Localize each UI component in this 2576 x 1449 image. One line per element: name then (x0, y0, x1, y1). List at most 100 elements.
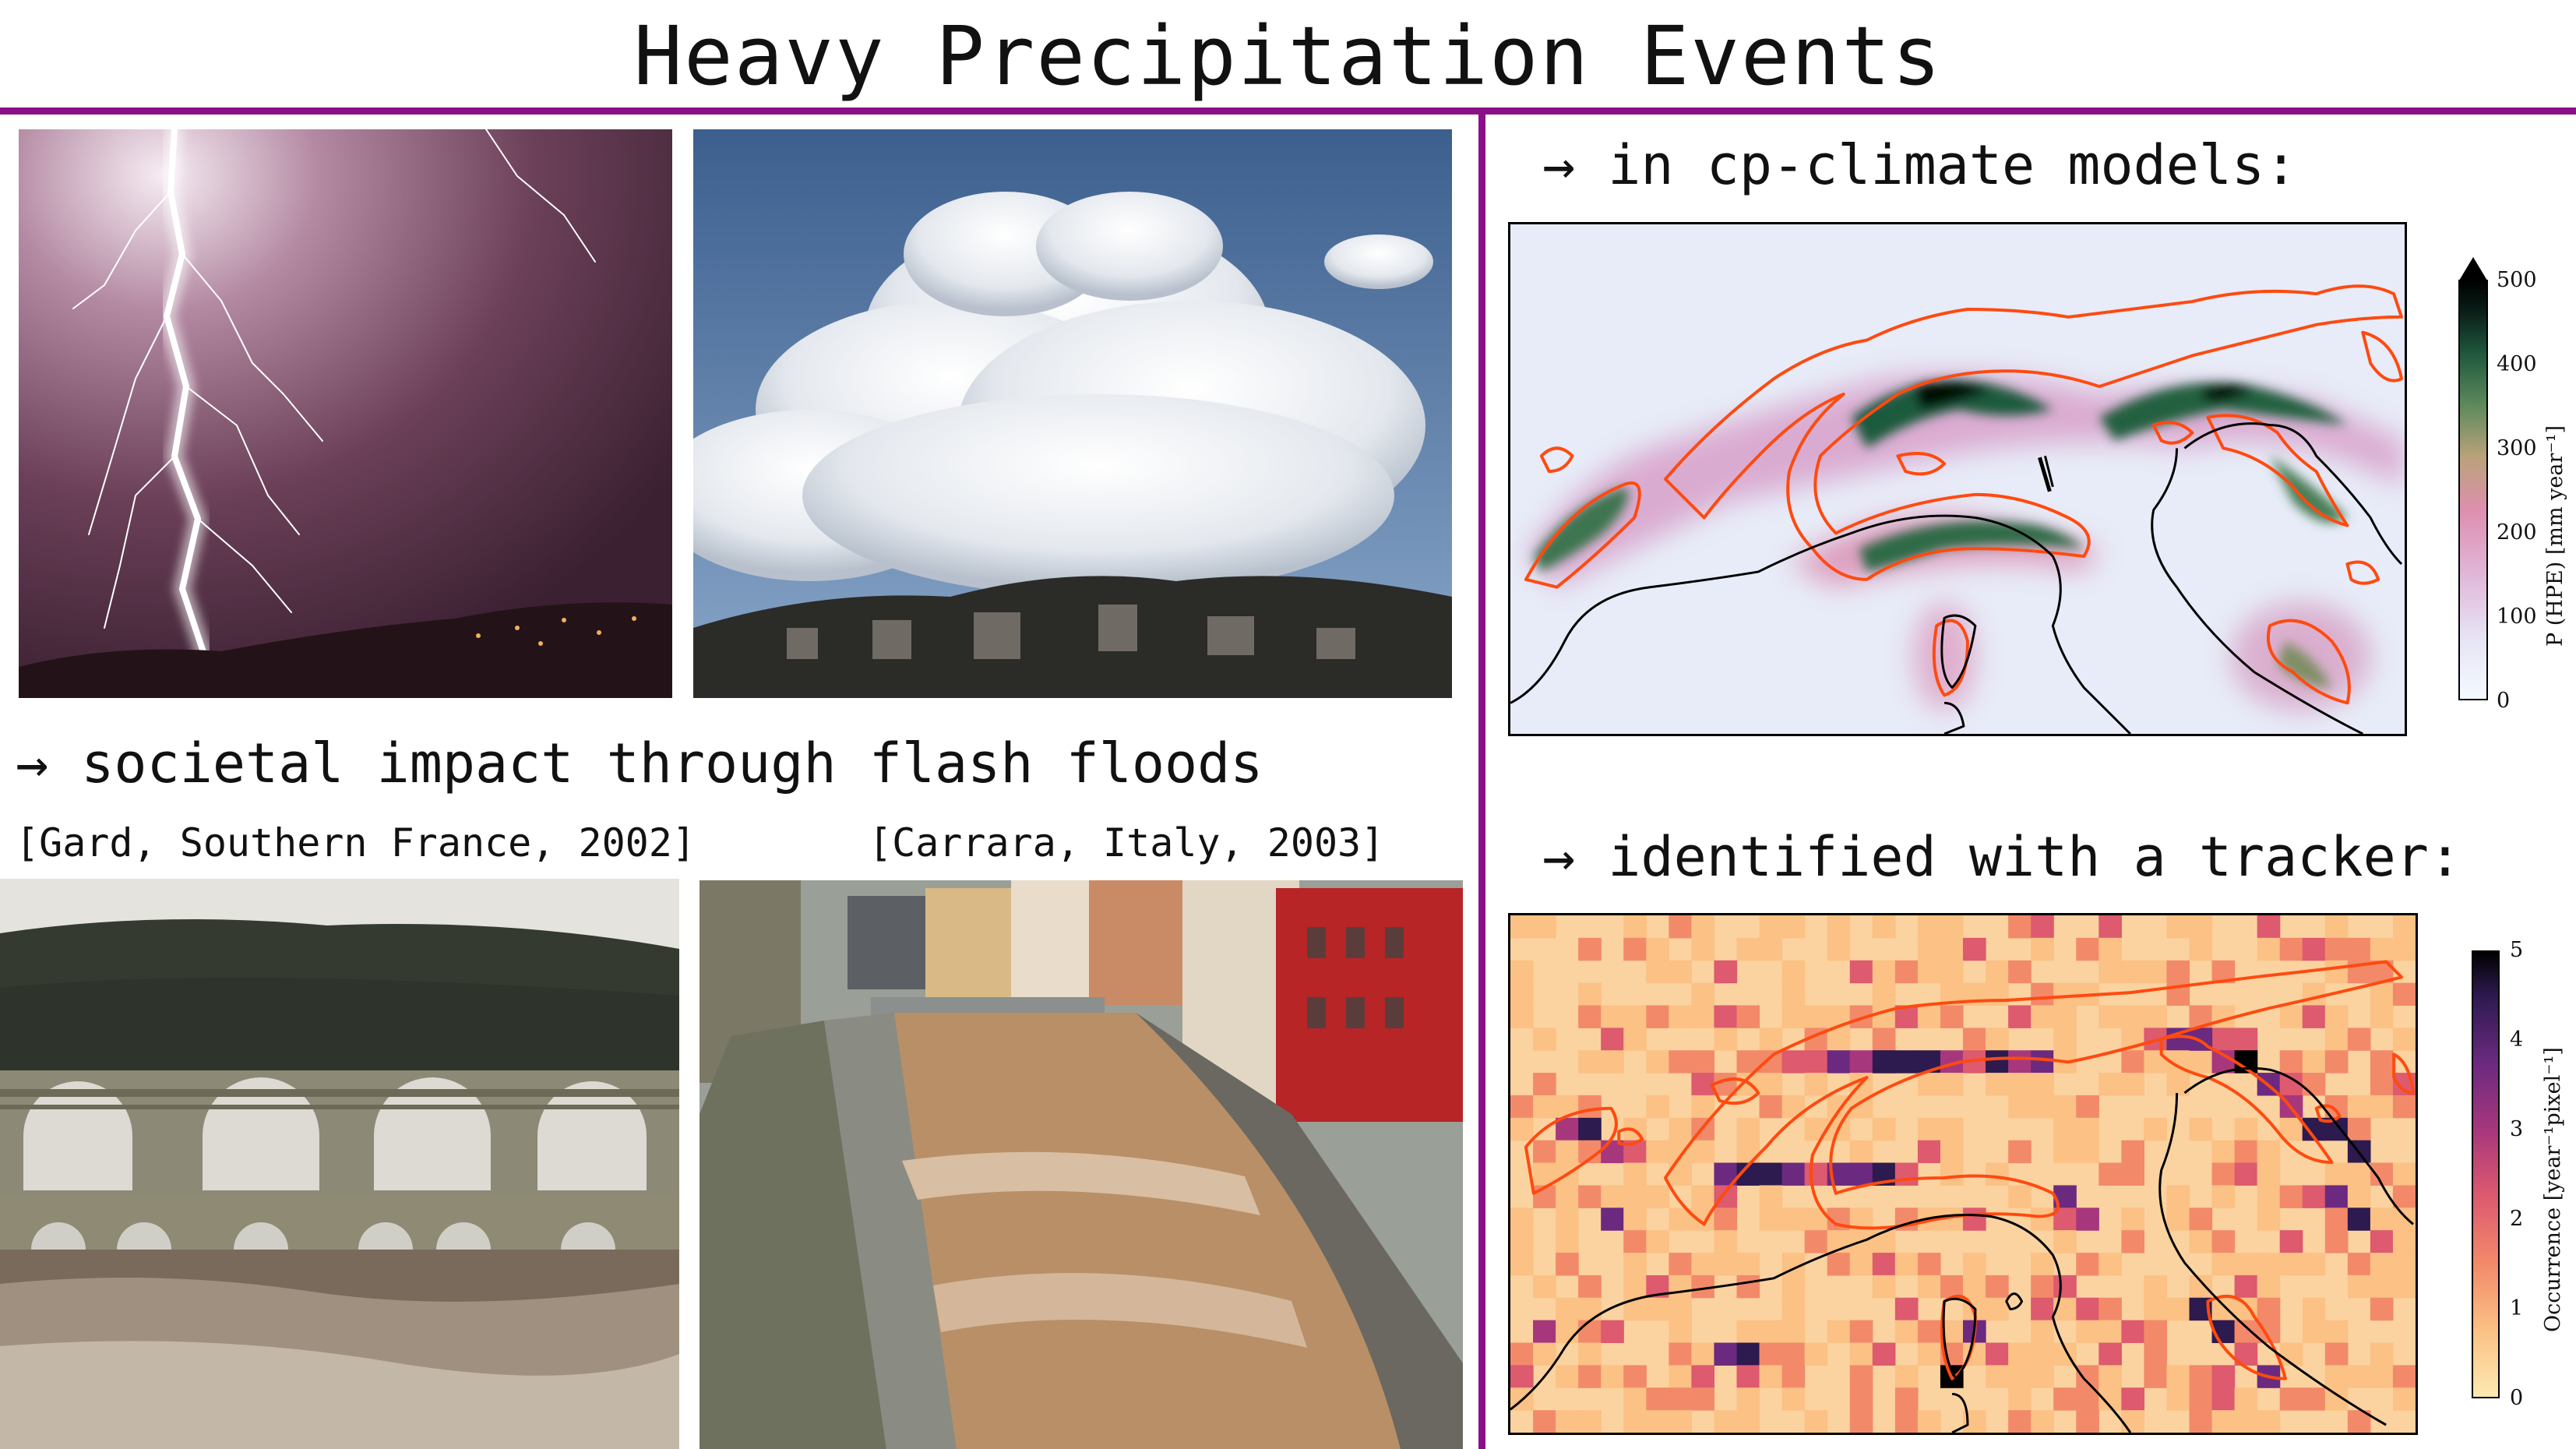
occurrence-cell (2189, 1274, 2213, 1299)
occurrence-cell (1986, 1162, 2009, 1186)
occurrence-cell (2121, 1162, 2144, 1186)
occurrence-cell (1759, 915, 1783, 939)
occurrence-cell (2370, 1365, 2394, 1388)
occurrence-cell (2008, 1095, 2032, 1119)
occurrence-cell (1669, 1297, 1692, 1321)
occurrence-cell (2370, 982, 2394, 1007)
occurrence-cell (2031, 1342, 2054, 1366)
occurrence-cell (1510, 982, 1534, 1007)
occurrence-cell (2302, 982, 2326, 1007)
occurrence-cell (1669, 1365, 1692, 1388)
occurrence-cell (1894, 1387, 1919, 1411)
occurrence-cell (2008, 1410, 2032, 1433)
occurrence-cell (2234, 1140, 2258, 1164)
occurrence-cell (2324, 1208, 2349, 1231)
occurrence-cell (1556, 1208, 1579, 1231)
occurrence-cell (1533, 1028, 1556, 1051)
occurrence-cell (2053, 1117, 2077, 1141)
occurrence-cell (2166, 1365, 2190, 1388)
colorbar2-tick: 0 (2510, 1386, 2524, 1410)
occurrence-cell (2392, 982, 2416, 1007)
occurrence-cell (1601, 1050, 1624, 1074)
occurrence-cell (1578, 1320, 1602, 1344)
occurrence-cell (1623, 937, 1647, 961)
occurrence-cell (2392, 937, 2416, 961)
occurrence-cell (2392, 1162, 2416, 1186)
occurrence-cell (2257, 1140, 2281, 1164)
occurrence-cell (2370, 1297, 2394, 1321)
occurrence-cell (1917, 1140, 1941, 1164)
occurrence-cell (2189, 915, 2213, 939)
occurrence-cell (1986, 1342, 2009, 1366)
occurrence-cell (2257, 915, 2281, 939)
occurrence-cell (1940, 1140, 1964, 1164)
occurrence-cell (2008, 1073, 2032, 1096)
occurrence-cell (2257, 1410, 2281, 1433)
occurrence-cell (2031, 982, 2054, 1007)
occurrence-cell (2076, 1208, 2099, 1231)
occurrence-cell (1872, 1230, 1896, 1253)
occurrence-cell (1849, 1365, 1873, 1388)
occurrence-cell (2324, 1028, 2349, 1051)
occurrence-cell (1623, 1185, 1647, 1208)
occurrence-cell (1849, 1162, 1873, 1186)
occurrence-cell (2099, 1162, 2122, 1186)
occurrence-cell (1601, 1005, 1624, 1028)
occurrence-cell (2121, 1005, 2144, 1028)
occurrence-cell (2211, 1297, 2236, 1321)
occurrence-cell (1510, 1230, 1534, 1253)
occurrence-cell (2121, 1208, 2144, 1231)
occurrence-cell (1849, 1410, 1873, 1433)
occurrence-cell (2370, 1342, 2394, 1366)
occurrence-cell (2347, 1253, 2371, 1276)
colorbar2-tick: 3 (2510, 1117, 2524, 1141)
occurrence-cell (2144, 1050, 2168, 1074)
occurrence-cell (1691, 1253, 1715, 1276)
colorbar1-tick: 200 (2497, 520, 2537, 545)
occurrence-cell (1556, 1320, 1579, 1344)
occurrence-cell (2189, 1050, 2213, 1074)
occurrence-cell (1736, 1274, 1760, 1299)
occurrence-cell (2144, 1297, 2168, 1321)
occurrence-cell (1986, 1028, 2009, 1051)
occurrence-cell (1669, 1342, 1692, 1366)
occurrence-cell (2099, 1005, 2122, 1028)
occurrence-cell (1804, 1342, 1828, 1366)
occurrence-cell (1736, 1387, 1760, 1411)
occurrence-cell (1827, 937, 1851, 961)
occurrence-cell (1623, 1230, 1647, 1253)
occurrence-cell (1963, 1274, 1986, 1299)
occurrence-cell (1781, 1050, 1806, 1074)
occurrence-cell (1781, 1365, 1806, 1388)
occurrence-cell (1533, 1274, 1556, 1299)
occurrence-cell (1849, 1140, 1873, 1164)
occurrence-cell (1917, 1342, 1941, 1366)
occurrence-cell (2279, 1050, 2303, 1074)
occurrence-cell (1759, 1320, 1783, 1344)
occurrence-cell (2166, 915, 2190, 939)
occurrence-cell (2076, 1117, 2099, 1141)
occurrence-cell (1759, 1342, 1783, 1366)
occurrence-cell (1917, 915, 1941, 939)
occurrence-cell (2370, 1208, 2394, 1231)
occurrence-cell (1804, 1410, 1828, 1433)
occurrence-cell (2008, 1050, 2032, 1074)
occurrence-cell (2279, 1253, 2303, 1276)
colorbar1-tick: 500 (2497, 268, 2537, 292)
occurrence-cell (2144, 1320, 2168, 1344)
occurrence-cell (1759, 937, 1783, 961)
occurrence-cell (1759, 1365, 1783, 1388)
occurrence-cell (2189, 1208, 2213, 1231)
occurrence-cell (1940, 1162, 1964, 1186)
occurrence-cell (1533, 1095, 1556, 1119)
gard-caption: [Gard, Southern France, 2002] (16, 820, 696, 866)
occurrence-cell (1556, 1185, 1579, 1208)
occurrence-cell (1714, 1230, 1738, 1253)
occurrence-cell (2031, 1095, 2054, 1119)
occurrence-cell (1736, 1365, 1760, 1388)
occurrence-cell (1917, 1253, 1941, 1276)
occurrence-cell (1623, 1208, 1647, 1231)
occurrence-cell (2166, 1387, 2190, 1411)
occurrence-cell (2166, 1185, 2190, 1208)
occurrence-cell (1623, 1162, 1647, 1186)
